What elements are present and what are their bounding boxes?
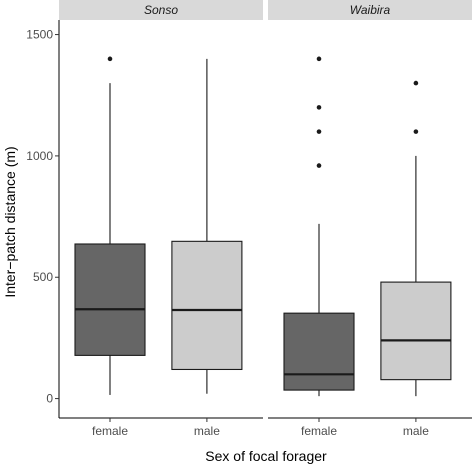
y-tick-label-1000: 1000: [26, 149, 53, 163]
y-axis-title: Inter−patch distance (m): [2, 146, 18, 297]
facet-panel-sonso: Sonso female male: [59, 0, 263, 438]
facet-panels: Sonso female male Waibira female male: [59, 0, 472, 438]
x-tick-label-female: female: [301, 424, 337, 438]
box-iqr: [380, 281, 452, 381]
facet-strip-sonso: [59, 0, 263, 20]
y-tick-label-1500: 1500: [26, 28, 53, 42]
box-iqr: [171, 240, 243, 371]
x-tick-label-male: male: [194, 424, 220, 438]
x-tick-label-female: female: [92, 424, 128, 438]
x-axis-title: Sex of focal forager: [205, 448, 327, 464]
outlier-point: [316, 56, 322, 62]
facet-strip-waibira: [268, 0, 472, 20]
outlier-point: [107, 56, 113, 62]
facet-panel-waibira: Waibira female male: [268, 0, 472, 438]
y-axis: 0 500 1000 1500: [26, 20, 60, 418]
box-waibira-male: [380, 80, 452, 397]
outlier-point: [413, 129, 419, 134]
outlier-point: [316, 105, 322, 110]
y-tick-label-500: 500: [33, 270, 53, 284]
box-waibira-female: [283, 56, 355, 397]
box-sonso-male: [171, 58, 243, 394]
facet-label-sonso: Sonso: [144, 3, 178, 17]
outlier-point: [316, 129, 322, 134]
x-tick-label-male: male: [403, 424, 429, 438]
box-iqr: [74, 243, 146, 356]
box-sonso-female: [74, 56, 146, 395]
outlier-point: [413, 80, 419, 86]
outlier-point: [316, 163, 322, 168]
facet-label-waibira: Waibira: [350, 3, 391, 17]
y-tick-label-0: 0: [46, 392, 53, 406]
box-iqr: [283, 312, 355, 391]
